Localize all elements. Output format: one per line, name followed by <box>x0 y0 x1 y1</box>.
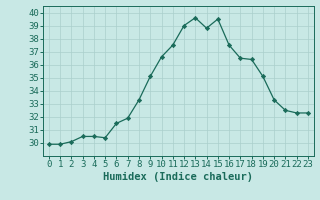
X-axis label: Humidex (Indice chaleur): Humidex (Indice chaleur) <box>103 172 253 182</box>
